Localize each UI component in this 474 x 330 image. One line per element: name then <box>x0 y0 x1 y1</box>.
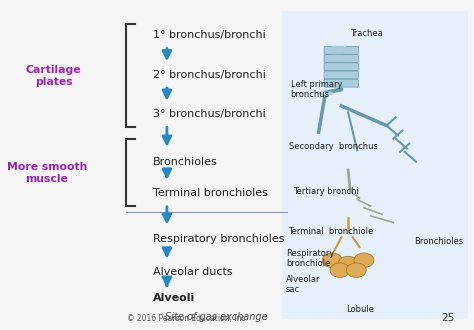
Circle shape <box>354 253 374 268</box>
Text: Alveoli: Alveoli <box>153 293 196 303</box>
Text: Respiratory
bronchiole: Respiratory bronchiole <box>286 249 335 268</box>
FancyBboxPatch shape <box>324 47 358 54</box>
Text: Left primary
bronchus: Left primary bronchus <box>291 80 342 99</box>
Circle shape <box>322 253 342 268</box>
Text: Trachea: Trachea <box>350 29 383 38</box>
Text: 1° bronchus/bronchi: 1° bronchus/bronchi <box>153 30 266 40</box>
Circle shape <box>346 263 366 278</box>
FancyBboxPatch shape <box>324 54 358 62</box>
Text: Terminal  bronchiole: Terminal bronchiole <box>288 227 373 236</box>
Text: 3° bronchus/bronchi: 3° bronchus/bronchi <box>153 109 266 119</box>
Text: Alveolar
sac: Alveolar sac <box>286 275 320 294</box>
Text: Site of gas exchange: Site of gas exchange <box>164 312 267 322</box>
Circle shape <box>330 263 350 278</box>
Text: Lobule: Lobule <box>346 305 374 314</box>
Text: Bronchioles: Bronchioles <box>153 157 218 167</box>
FancyBboxPatch shape <box>283 11 468 319</box>
Text: Bronchioles: Bronchioles <box>414 237 463 246</box>
FancyBboxPatch shape <box>324 63 358 71</box>
FancyBboxPatch shape <box>324 79 358 87</box>
FancyBboxPatch shape <box>324 71 358 79</box>
Text: Alveolar ducts: Alveolar ducts <box>153 267 233 277</box>
Text: Respiratory bronchioles: Respiratory bronchioles <box>153 234 285 244</box>
Text: © 2016 Pearson Education, Inc.: © 2016 Pearson Education, Inc. <box>127 314 248 323</box>
Text: 25: 25 <box>441 314 455 323</box>
Text: 2° bronchus/bronchi: 2° bronchus/bronchi <box>153 70 266 80</box>
Circle shape <box>338 256 358 271</box>
Text: Terminal bronchioles: Terminal bronchioles <box>153 188 268 198</box>
Text: Cartilage
plates: Cartilage plates <box>26 65 82 87</box>
Text: Secondary  bronchus: Secondary bronchus <box>289 143 378 151</box>
Text: Tertiary bronchi: Tertiary bronchi <box>293 187 359 196</box>
Text: More smooth
muscle: More smooth muscle <box>7 162 87 184</box>
